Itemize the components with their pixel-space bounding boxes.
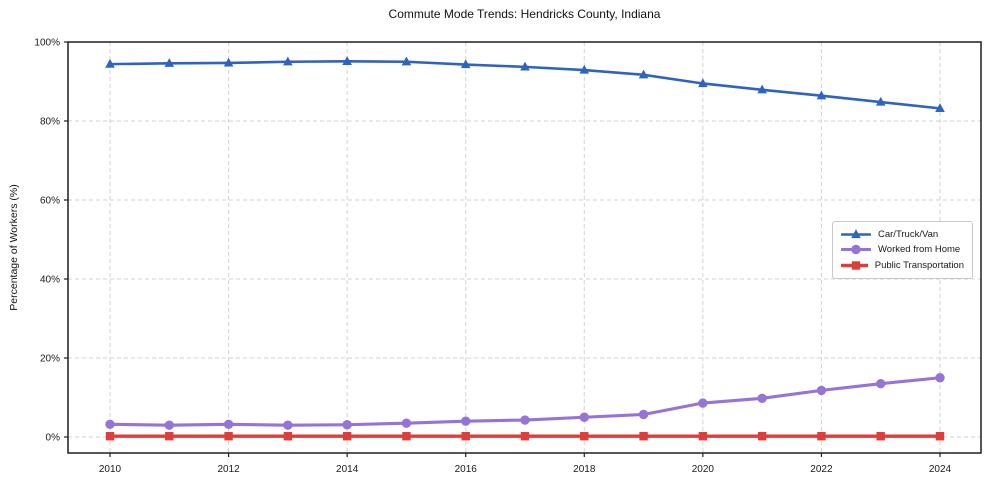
data-point-car-truck-van-triangle-marker [401, 56, 412, 66]
data-point-car-truck-van-triangle-marker [757, 84, 767, 94]
y-tick-label: 60% [40, 196, 60, 207]
y-tick-label: 20% [40, 354, 60, 365]
data-point-public-transportation-square-marker [402, 432, 411, 441]
y-tick-label: 40% [40, 275, 60, 286]
data-point-public-transportation-square-marker [876, 432, 885, 441]
data-point-worked-from-home-circle-marker [342, 420, 352, 430]
legend-square-icon [841, 261, 868, 270]
data-point-public-transportation-square-marker [224, 432, 233, 441]
legend-circle-marker [851, 245, 861, 255]
legend-square-marker [851, 261, 861, 270]
data-point-worked-from-home-circle-marker [520, 415, 530, 425]
x-tick-label: 2024 [929, 464, 952, 475]
data-point-car-truck-van-triangle-marker [342, 56, 352, 65]
data-point-car-truck-van-triangle-marker [460, 59, 471, 69]
plot-border [67, 41, 982, 454]
legend-item-worked-from-home: Worked from Home [841, 243, 964, 256]
data-point-public-transportation-square-marker [165, 432, 174, 441]
data-point-car-truck-van-triangle-marker [520, 61, 530, 71]
legend-label: Worked from Home [878, 244, 961, 256]
data-point-worked-from-home-circle-marker [401, 418, 412, 428]
x-tick-label: 2016 [455, 464, 478, 475]
data-point-car-truck-van-triangle-marker [283, 56, 293, 66]
data-point-worked-from-home-circle-marker [283, 420, 293, 430]
data-point-car-truck-van-triangle-marker [935, 103, 945, 112]
data-point-worked-from-home-circle-marker [223, 419, 234, 430]
y-tick-label: 100% [34, 38, 60, 49]
x-tick-label: 2020 [692, 464, 715, 475]
data-point-public-transportation-square-marker [520, 432, 530, 441]
data-point-car-truck-van-triangle-marker [105, 58, 115, 68]
data-point-worked-from-home-circle-marker [816, 385, 827, 396]
data-point-public-transportation-square-marker [935, 432, 945, 441]
legend: Car/Truck/Van Worked from Home Public Tran… [832, 221, 973, 279]
data-point-public-transportation-square-marker [817, 432, 826, 441]
legend-label: Public Transportation [874, 259, 964, 271]
data-point-worked-from-home-circle-marker [638, 409, 649, 420]
legend-item-public-transportation: Public Transportation [841, 259, 964, 272]
y-tick-label: 80% [40, 117, 60, 128]
legend-triangle-icon [841, 229, 871, 239]
x-tick-label: 2018 [573, 464, 596, 475]
data-point-car-truck-van-triangle-marker [875, 96, 886, 106]
data-point-public-transportation-square-marker [580, 432, 589, 441]
x-tick-label: 2022 [810, 464, 833, 475]
x-tick-label: 2012 [217, 464, 240, 475]
data-point-car-truck-van-triangle-marker [638, 69, 649, 79]
data-point-worked-from-home-circle-marker [164, 420, 174, 430]
data-point-worked-from-home-circle-marker [757, 393, 767, 403]
data-point-worked-from-home-circle-marker [105, 419, 115, 430]
legend-item-car-truck-van: Car/Truck/Van [841, 228, 964, 241]
data-point-car-truck-van-triangle-marker [698, 78, 708, 88]
data-point-car-truck-van-triangle-marker [223, 57, 234, 67]
x-tick-label: 2010 [99, 464, 122, 475]
data-point-worked-from-home-circle-marker [579, 412, 589, 422]
data-point-public-transportation-square-marker [757, 432, 767, 441]
data-point-car-truck-van-triangle-marker [579, 64, 590, 74]
data-point-worked-from-home-circle-marker [698, 398, 708, 408]
data-point-worked-from-home-circle-marker [461, 416, 471, 426]
data-point-public-transportation-square-marker [342, 432, 352, 441]
y-tick-label: 0% [46, 433, 61, 444]
data-point-car-truck-van-triangle-marker [164, 58, 175, 67]
legend-triangle-marker [851, 229, 861, 239]
data-point-public-transportation-square-marker [283, 432, 293, 441]
legend-label: Car/Truck/Van [878, 229, 939, 241]
data-point-car-truck-van-triangle-marker [816, 90, 827, 100]
data-point-worked-from-home-circle-marker [876, 378, 886, 389]
chart-title: Commute Mode Trends: Hendricks County, I… [388, 7, 661, 21]
legend-circle-icon [841, 245, 871, 255]
data-point-public-transportation-square-marker [698, 432, 708, 441]
data-point-public-transportation-square-marker [461, 432, 470, 441]
data-point-public-transportation-square-marker [639, 432, 648, 441]
data-point-public-transportation-square-marker [105, 432, 115, 441]
x-tick-label: 2014 [336, 464, 359, 475]
data-point-worked-from-home-circle-marker [935, 373, 945, 383]
